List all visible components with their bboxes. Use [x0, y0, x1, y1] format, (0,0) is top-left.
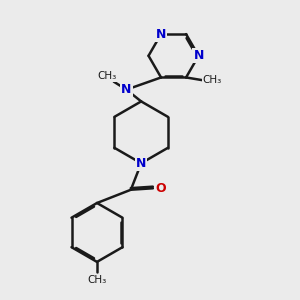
Text: CH₃: CH₃ — [202, 75, 222, 85]
Text: N: N — [136, 157, 146, 170]
Text: N: N — [156, 28, 166, 40]
Text: N: N — [121, 83, 132, 96]
Text: N: N — [194, 49, 204, 62]
Text: CH₃: CH₃ — [87, 275, 106, 285]
Text: CH₃: CH₃ — [97, 71, 116, 81]
Text: O: O — [155, 182, 166, 195]
